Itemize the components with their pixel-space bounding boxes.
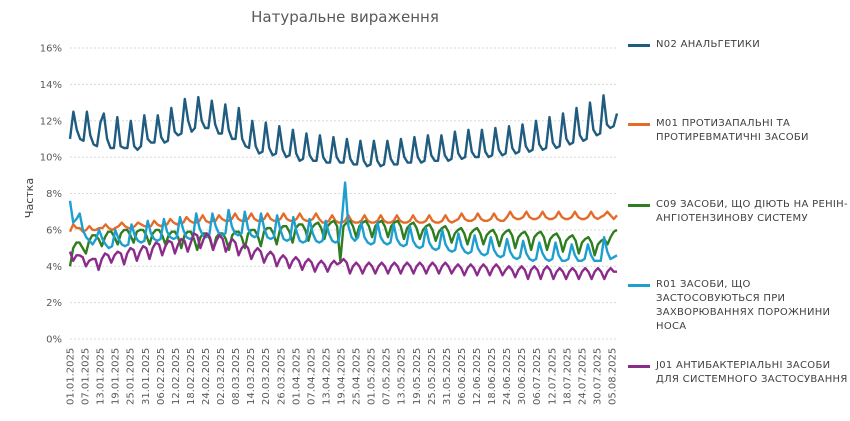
x-tick-label: 20.03.2025 [261,348,272,405]
x-tick-label: 08.03.2025 [231,348,242,405]
legend-swatch [628,44,650,47]
series-line-0 [68,94,619,168]
x-tick-label: 13.01.2025 [96,348,107,405]
legend-item-m01[interactable]: M01 ПРОТИЗАПАЛЬНІ ТА ПРОТИРЕВМАТИЧНІ ЗАС… [628,117,848,145]
x-tick-label: 07.05.2025 [382,348,393,405]
x-tick-label: 12.02.2025 [171,348,182,405]
y-tick-label: 6% [46,225,62,236]
x-tick-label: 19.04.2025 [336,348,347,405]
legend-swatch [628,284,650,287]
chart-title: Натуральне вираження [251,8,439,26]
y-tick-label: 4% [46,262,62,273]
y-axis-label: Частка [23,178,36,218]
x-tick-label: 31.05.2025 [442,348,453,405]
y-tick-label: 14% [40,80,62,91]
x-tick-label: 14.03.2025 [246,348,257,405]
x-tick-labels: 01.01.2025 07.01.2025 13.01.2025 19.01.2025… [66,348,619,405]
x-tick-label: 01.05.2025 [367,348,378,405]
y-tick-label: 8% [46,189,62,200]
legend: N02 АНАЛЬГЕТИКИ M01 ПРОТИЗАПАЛЬНІ ТА ПРО… [628,0,850,421]
x-tick-label: 25.01.2025 [126,348,137,405]
legend-swatch [628,365,650,368]
x-tick-label: 05.08.2025 [607,348,618,405]
x-tick-label: 25.04.2025 [352,348,363,405]
y-tick-labels: 0% 2% 4% 6% 8% 10% 12% 14% 16% [40,44,62,346]
x-tick-label: 24.02.2025 [201,348,212,405]
y-tick-label: 10% [40,153,62,164]
legend-item-n02[interactable]: N02 АНАЛЬГЕТИКИ [628,38,848,52]
legend-swatch [628,204,650,207]
x-tick-label: 06.02.2025 [156,348,167,405]
x-tick-label: 19.05.2025 [412,348,423,405]
legend-label: J01 АНТИБАКТЕРІАЛЬНІ ЗАСОБИ ДЛЯ СИСТЕМНО… [656,360,848,385]
x-tick-label: 07.04.2025 [306,348,317,405]
x-tick-label: 18.06.2025 [487,348,498,405]
x-tick-label: 06.06.2025 [457,348,468,405]
series-line-4 [68,232,617,281]
x-tick-label: 12.06.2025 [472,348,483,405]
x-tick-label: 18.07.2025 [562,348,573,405]
series-line-3 [68,181,618,262]
x-tick-label: 01.04.2025 [291,348,302,405]
legend-label: N02 АНАЛЬГЕТИКИ [656,39,761,50]
series-lines [68,94,619,281]
x-tick-label: 31.01.2025 [141,348,152,405]
legend-item-r01[interactable]: R01 ЗАСОБИ, ЩО ЗАСТОСОВУЮТЬСЯ ПРИ ЗАХВОР… [628,278,848,334]
x-tick-label: 24.07.2025 [577,348,588,405]
x-tick-label: 19.01.2025 [111,348,122,405]
x-tick-label: 18.02.2025 [186,348,197,405]
x-tick-label: 26.03.2025 [276,348,287,405]
x-tick-label: 30.06.2025 [517,348,528,405]
legend-item-j01[interactable]: J01 АНТИБАКТЕРІАЛЬНІ ЗАСОБИ ДЛЯ СИСТЕМНО… [628,359,848,387]
series-line-1 [68,210,618,233]
line-chart: 0% 2% 4% 6% 8% 10% 12% 14% 16% 01.01.2025 07.01.2… [23,44,619,406]
y-tick-label: 2% [46,298,62,309]
y-tick-label: 16% [40,44,62,55]
legend-label: C09 ЗАСОБИ, ЩО ДІЮТЬ НА РЕНІН-АНГІОТЕНЗИ… [656,199,848,224]
x-tick-label: 02.03.2025 [216,348,227,405]
y-tick-label: 12% [40,116,62,127]
x-tick-label: 30.07.2025 [592,348,603,405]
x-tick-label: 07.01.2025 [81,348,92,405]
x-tick-label: 25.05.2025 [427,348,438,405]
y-tick-label: 0% [46,335,62,346]
legend-swatch [628,123,650,126]
legend-item-c09[interactable]: C09 ЗАСОБИ, ЩО ДІЮТЬ НА РЕНІН-АНГІОТЕНЗИ… [628,198,848,226]
x-tick-label: 01.01.2025 [66,348,77,405]
x-tick-label: 13.05.2025 [397,348,408,405]
x-tick-label: 24.06.2025 [502,348,513,405]
legend-label: M01 ПРОТИЗАПАЛЬНІ ТА ПРОТИРЕВМАТИЧНІ ЗАС… [656,118,809,143]
x-tick-label: 06.07.2025 [532,348,543,405]
x-tick-label: 12.07.2025 [547,348,558,405]
legend-label: R01 ЗАСОБИ, ЩО ЗАСТОСОВУЮТЬСЯ ПРИ ЗАХВОР… [656,279,831,332]
x-tick-label: 13.04.2025 [321,348,332,405]
